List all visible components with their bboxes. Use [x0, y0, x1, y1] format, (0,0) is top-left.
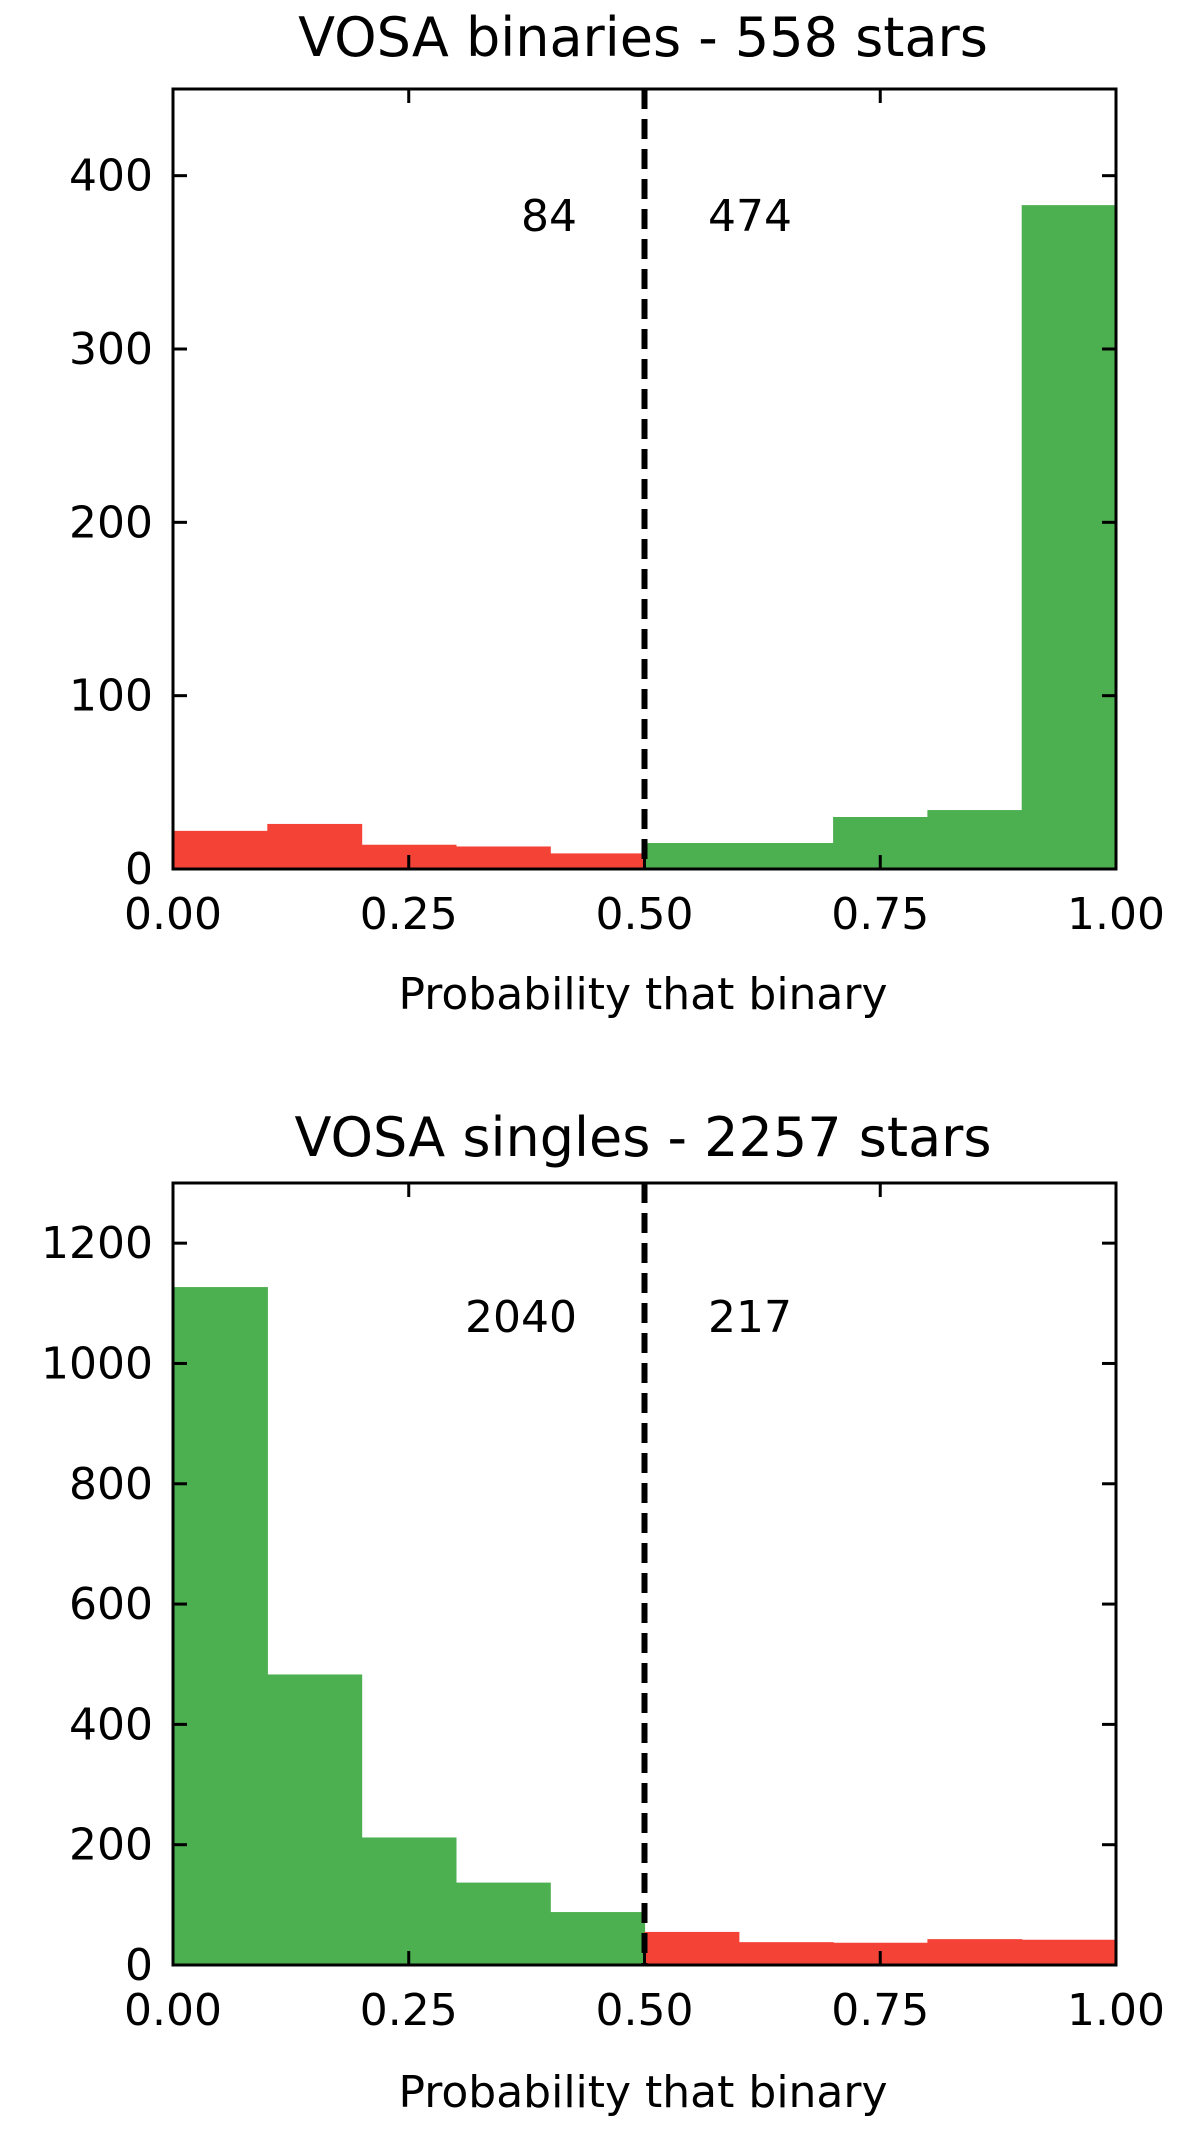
histogram-bar: [455, 846, 551, 869]
y-tick-label: 400: [69, 151, 153, 202]
panel-binaries: VOSA binaries - 558 stars 0.00 0.25 0.50 0.…: [69, 6, 1165, 1020]
x-tick-label: 0.25: [360, 889, 458, 940]
histogram-bar: [1021, 1939, 1117, 1965]
chart-title: VOSA binaries - 558 stars: [298, 6, 988, 69]
histogram-bar: [455, 1882, 551, 1965]
x-tick-label: 0.75: [831, 889, 929, 940]
histogram-bar: [644, 843, 740, 869]
bars: [173, 1287, 1117, 1965]
x-axis-label: Probability that binary: [398, 969, 887, 1020]
y-tick-label: 100: [69, 671, 153, 722]
y-tick-label: 400: [69, 1699, 153, 1750]
histogram-bar: [644, 1931, 740, 1965]
axis-ticks: 0.00 0.25 0.50 0.75 1.00 0 200 400 600 800 1000 120…: [41, 1183, 1165, 2036]
panel-singles: VOSA singles - 2257 stars 0.00 0.25 0.50 0.…: [41, 1106, 1165, 2118]
y-tick-label: 0: [125, 1940, 153, 1991]
histogram-bar: [927, 810, 1023, 869]
x-tick-label: 0.25: [360, 1985, 458, 2036]
count-left-label: 2040: [465, 1292, 577, 1343]
x-tick-label: 0.00: [124, 1985, 222, 2036]
y-tick-label: 200: [69, 497, 153, 548]
count-right-label: 474: [708, 191, 792, 242]
y-tick-label: 1000: [41, 1338, 153, 1389]
y-tick-label: 600: [69, 1579, 153, 1630]
histogram-bar: [738, 843, 834, 869]
histogram-bar: [927, 1939, 1023, 1965]
y-tick-label: 0: [125, 844, 153, 895]
histogram-bar: [738, 1942, 834, 1965]
axis-ticks: 0.00 0.25 0.50 0.75 1.00 0 100 200 300 400: [69, 89, 1165, 940]
histogram-bar: [173, 1287, 268, 1965]
count-left-label: 84: [521, 191, 577, 242]
x-tick-label: 0.00: [124, 889, 222, 940]
x-tick-label: 0.75: [831, 1985, 929, 2036]
histogram-bar: [267, 823, 363, 869]
x-tick-label: 1.00: [1067, 889, 1165, 940]
chart-title: VOSA singles - 2257 stars: [294, 1106, 991, 1169]
y-tick-label: 1200: [41, 1218, 153, 1269]
histogram-bar: [550, 853, 646, 869]
count-right-label: 217: [708, 1292, 792, 1343]
x-tick-label: 0.50: [596, 889, 694, 940]
histogram-bar: [1021, 205, 1117, 870]
histogram-bar: [173, 830, 268, 869]
histogram-bar: [267, 1674, 363, 1965]
histogram-bar: [550, 1912, 646, 1965]
y-tick-label: 800: [69, 1459, 153, 1510]
x-tick-label: 1.00: [1067, 1985, 1165, 2036]
y-tick-label: 200: [69, 1820, 153, 1871]
x-tick-label: 0.50: [596, 1985, 694, 2036]
histogram-bar: [361, 1837, 457, 1965]
y-tick-label: 300: [69, 324, 153, 375]
x-axis-label: Probability that binary: [398, 2067, 887, 2118]
